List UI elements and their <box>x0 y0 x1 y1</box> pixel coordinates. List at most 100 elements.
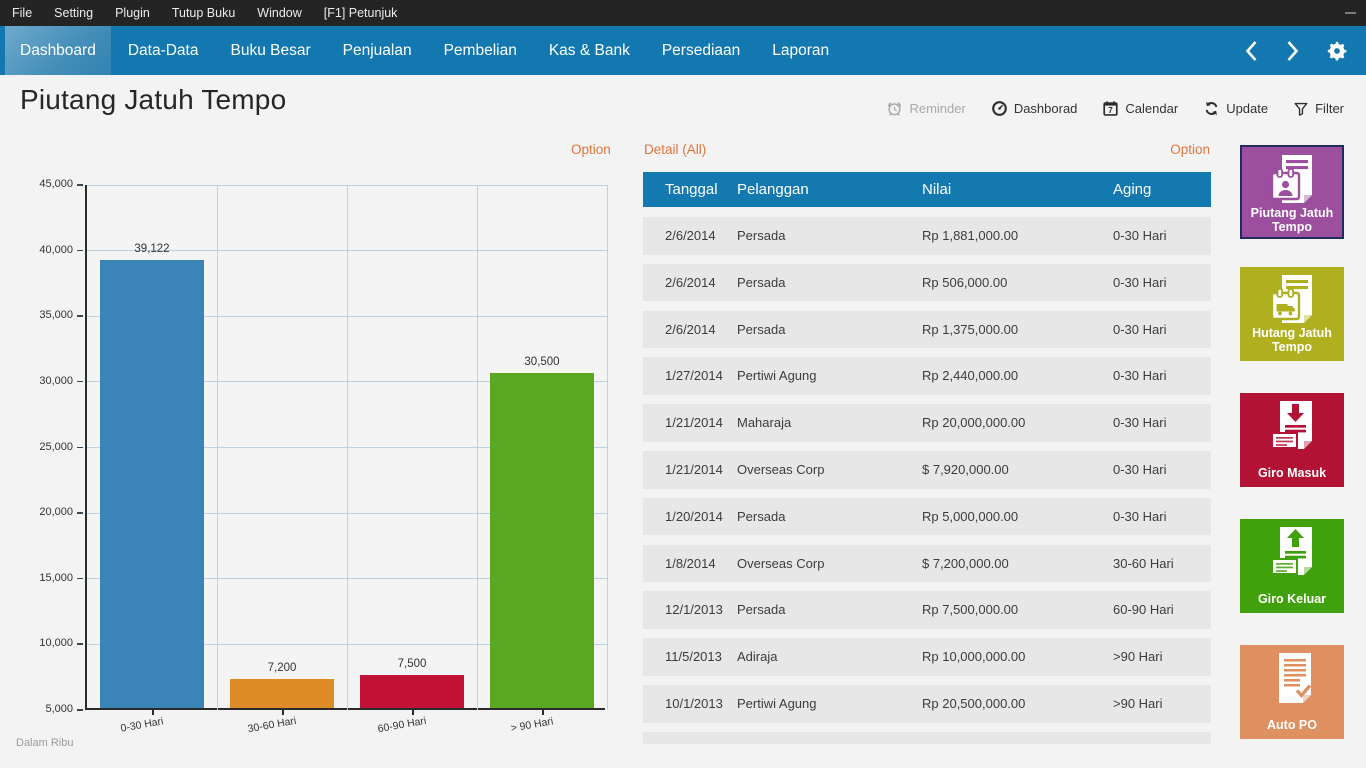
page-title: Piutang Jatuh Tempo <box>20 84 287 115</box>
tile-label: Piutang Jatuh Tempo <box>1250 206 1334 235</box>
chart-y-axis: 5,000 10,000 15,000 20,000 25,000 30,000 35,00… <box>0 178 85 715</box>
minimize-icon[interactable] <box>1345 12 1356 14</box>
chart-footnote: Dalam Ribu <box>16 737 74 749</box>
menu-item-tutup-buku[interactable]: Tutup Buku <box>171 6 236 20</box>
menu-item-f1-petunjuk[interactable]: [F1] Petunjuk <box>323 6 398 20</box>
table-row[interactable]: 1/27/2014 Pertiwi Agung Rp 2,440,000.00 0-3… <box>643 357 1211 395</box>
tile-giro-masuk[interactable]: Giro Masuk <box>1240 393 1344 487</box>
table-row[interactable]: 12/1/2013 Persada Rp 7,500,000.00 60-90 Har… <box>643 591 1211 629</box>
doc-down-icon <box>1269 400 1315 452</box>
y-tick-label: 20,000 <box>39 506 73 519</box>
gear-icon[interactable] <box>1326 40 1348 62</box>
cell-nilai: Rp 2,440,000.00 <box>922 368 1019 384</box>
tile-label: Auto PO <box>1267 717 1317 732</box>
col-header-nilai: Nilai <box>922 181 952 198</box>
cell-pelanggan: Maharaja <box>737 415 792 431</box>
tile-piutang-jatuh-tempo[interactable]: Piutang Jatuh Tempo <box>1240 145 1344 239</box>
x-tick-mark <box>152 710 154 715</box>
bar-value-label: 7,200 <box>267 662 297 675</box>
col-header-aging: Aging <box>1113 181 1152 198</box>
table-row[interactable]: 2/6/2014 Persada Rp 1,881,000.00 0-30 Hari <box>643 217 1211 255</box>
y-tick-mark <box>77 446 83 448</box>
nav-tab-dashboard[interactable]: Dashboard <box>5 26 111 75</box>
cell-pelanggan: Overseas Corp <box>737 555 825 571</box>
x-category-label: > 90 Hari <box>509 715 555 735</box>
table-row[interactable]: 2/6/2014 Persada Rp 506,000.00 0-30 Hari <box>643 263 1211 302</box>
menu-item-file[interactable]: File <box>12 6 33 20</box>
x-tick-mark <box>412 710 414 715</box>
tile-auto-po[interactable]: Auto PO <box>1240 645 1344 739</box>
cell-pelanggan: Persada <box>737 321 786 337</box>
cell-aging: 0-30 Hari <box>1113 274 1167 290</box>
menu-bar: File Setting Plugin Tutup Buku Window [F1] Pe… <box>0 0 1366 26</box>
table-row[interactable]: 10/1/2013 Pertiwi Agung Rp 20,500,000.00 >9… <box>643 685 1211 723</box>
cell-pelanggan: Adiraja <box>737 649 778 665</box>
menu-item-setting[interactable]: Setting <box>54 6 94 20</box>
table-row[interactable]: 11/5/2013 Adiraja Rp 10,000,000.00 >90 Hari <box>643 638 1211 676</box>
cell-aging: 0-30 Hari <box>1113 462 1167 477</box>
menu-item-window[interactable]: Window <box>257 6 302 20</box>
cell-nilai: Rp 506,000.00 <box>922 274 1008 290</box>
table-row[interactable]: 2/6/2014 Persada Rp 1,375,000.00 0-30 Hari <box>643 310 1211 349</box>
table-row[interactable]: 1/8/2014 Overseas Corp $ 7,200,000.00 30-60… <box>643 544 1211 583</box>
filter-button[interactable]: Filter <box>1293 101 1344 117</box>
detail-panel: Detail (All) Option Tanggal Pelanggan Nila… <box>643 140 1211 768</box>
table-row[interactable]: 1/20/2014 Persada Rp 5,000,000.00 0-30 Hari <box>643 497 1211 536</box>
menu-item-plugin[interactable]: Plugin <box>115 6 150 20</box>
cell-aging: 60-90 Hari <box>1113 602 1174 618</box>
cell-pelanggan: Persada <box>737 602 786 618</box>
nav-tab-data-data[interactable]: Data-Data <box>127 41 199 59</box>
cell-tanggal: 2/6/2014 <box>665 321 716 337</box>
cell-tanggal: 10/1/2013 <box>665 696 723 711</box>
cell-pelanggan: Pertiwi Agung <box>737 696 817 711</box>
tile-hutang-jatuh-tempo[interactable]: Hutang Jatuh Tempo <box>1240 267 1344 361</box>
y-tick-mark <box>77 380 83 383</box>
reminder-button[interactable]: Reminder <box>886 100 966 117</box>
chevron-right-icon[interactable] <box>1285 40 1300 62</box>
x-tick-mark <box>282 710 284 715</box>
chart-option-link[interactable]: Option <box>571 142 611 157</box>
alarm-icon <box>886 100 903 117</box>
cell-nilai: Rp 10,000,000.00 <box>922 649 1026 665</box>
table-row[interactable]: 1/21/2014 Maharaja Rp 20,000,000.00 0-30 Ha… <box>643 404 1211 442</box>
aging-bar-chart: 39,122 0-30 Hari 7,200 30-60 Hari 7,500 60-90… <box>85 184 608 735</box>
cell-nilai: Rp 20,500,000.00 <box>922 696 1026 711</box>
cell-pelanggan: Persada <box>737 508 786 524</box>
bar-60-90-hari[interactable] <box>360 675 464 708</box>
y-tick-label: 5,000 <box>45 703 73 715</box>
main-nav: Dashboard Data-Data Buku Besar Penjualan Pem… <box>0 26 1366 75</box>
nav-tab-persediaan[interactable]: Persediaan <box>661 41 741 59</box>
doc-list-icon <box>1269 652 1315 704</box>
detail-title: Detail (All) <box>644 142 707 157</box>
detail-option-link[interactable]: Option <box>1170 142 1210 157</box>
cell-nilai: Rp 20,000,000.00 <box>922 415 1026 431</box>
calendar-button[interactable]: 7 Calendar <box>1102 100 1178 117</box>
nav-tab-laporan[interactable]: Laporan <box>772 41 830 59</box>
nav-tab-kas-bank[interactable]: Kas & Bank <box>548 41 630 59</box>
gridline-v <box>346 185 348 710</box>
x-category-label: 0-30 Hari <box>119 715 165 735</box>
tile-giro-keluar[interactable]: Giro Keluar <box>1240 519 1344 613</box>
funnel-icon <box>1293 101 1309 117</box>
y-tick-mark <box>77 512 83 514</box>
cell-tanggal: 1/21/2014 <box>665 462 723 477</box>
y-tick-label: 30,000 <box>39 374 73 387</box>
cell-tanggal: 1/21/2014 <box>665 415 723 431</box>
bar-30-60-hari[interactable] <box>230 679 334 708</box>
y-tick-label: 15,000 <box>39 571 73 584</box>
cell-pelanggan: Pertiwi Agung <box>737 368 817 384</box>
chevron-left-icon[interactable] <box>1244 40 1259 62</box>
bar-90-hari[interactable] <box>490 373 594 708</box>
table-row[interactable]: 1/21/2014 Overseas Corp $ 7,920,000.00 0-30… <box>643 451 1211 489</box>
nav-tab-buku-besar[interactable]: Buku Besar <box>230 41 311 59</box>
nav-tab-penjualan[interactable]: Penjualan <box>342 41 412 59</box>
update-button[interactable]: Update <box>1203 100 1268 117</box>
y-tick-mark <box>77 577 83 580</box>
cell-aging: 0-30 Hari <box>1113 228 1167 243</box>
doc-truck-icon <box>1269 274 1315 326</box>
dashborad-button[interactable]: Dashborad <box>991 100 1077 117</box>
bar-0-30-hari[interactable] <box>100 260 204 708</box>
y-tick-mark <box>77 184 83 186</box>
cell-tanggal: 1/8/2014 <box>665 555 716 571</box>
nav-tab-pembelian[interactable]: Pembelian <box>443 41 517 59</box>
